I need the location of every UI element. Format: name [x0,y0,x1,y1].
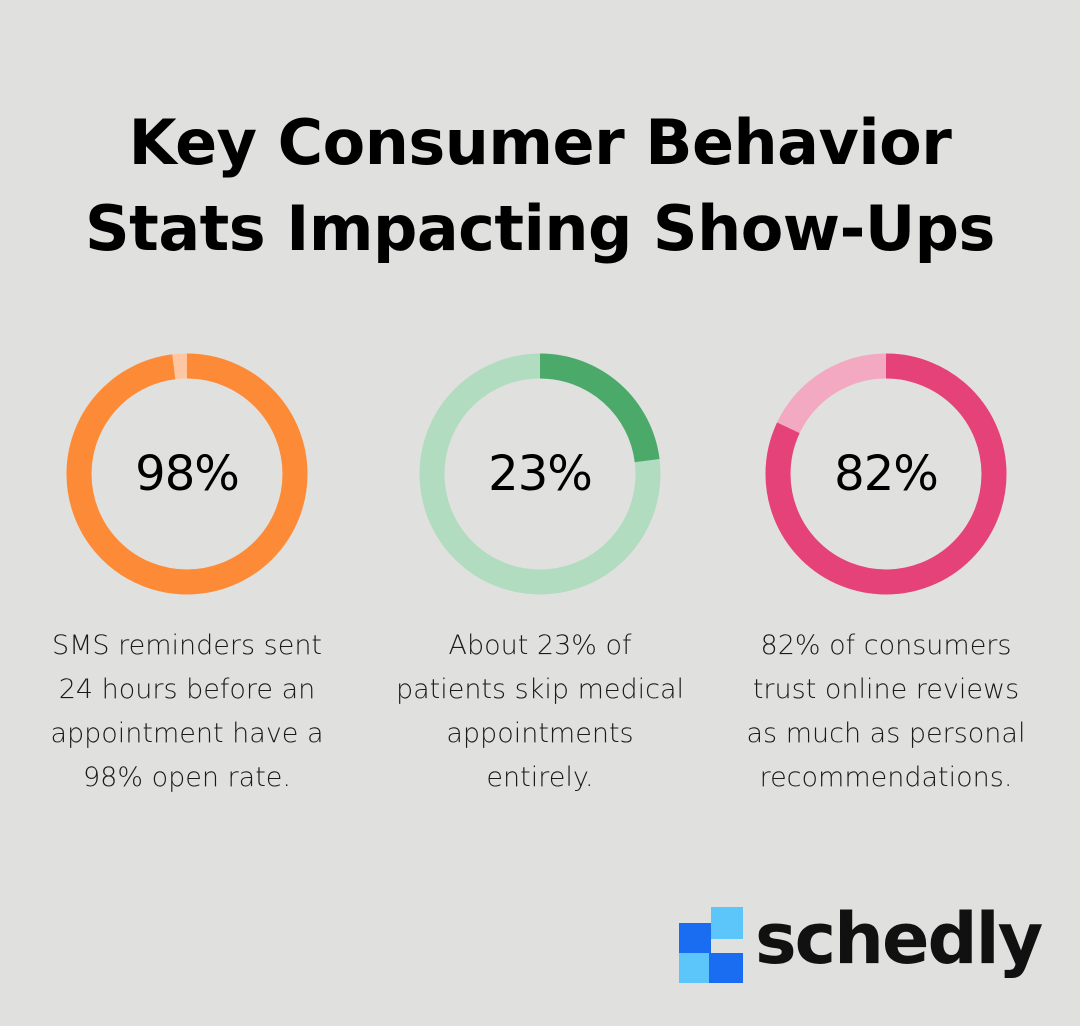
logo-square-light-bottom [679,953,709,983]
stat-description-2: About 23% of patients skip medical appoi… [370,624,710,800]
desc-line: SMS reminders sent [51,630,323,661]
logo-square-light-top [711,907,743,939]
stat-description-3: 82% of consumers trust online reviews as… [716,624,1056,800]
logo-mark-icon [679,907,743,983]
title-line-2: Stats Impacting Show-Ups [85,192,995,265]
donut-chart-3 [765,353,1007,595]
stat-card-2: 23% About 23% of patients skip medical a… [370,352,710,800]
stat-card-3: 82% 82% of consumers trust online review… [716,352,1056,800]
desc-line: About 23% of [448,630,632,661]
desc-line: 98% open rate. [83,762,291,793]
donut-value-arc-1 [66,353,308,595]
page-title: Key Consumer Behavior Stats Impacting Sh… [0,100,1080,272]
donut-value-arc-3 [765,353,1007,595]
stat-value-2: 23% [488,446,593,502]
desc-line: as much as personal [746,718,1026,749]
desc-line: entirely. [486,762,594,793]
desc-line: 24 hours before an [58,674,316,705]
title-line-1: Key Consumer Behavior [128,106,952,179]
desc-line: appointments [446,718,634,749]
stat-description-1: SMS reminders sent 24 hours before an ap… [17,624,357,800]
logo-wordmark: schedly [755,898,1043,980]
logo-square-dark-left [679,923,711,953]
donut-value-arc-2 [419,353,661,595]
logo-square-dark-bottom [709,953,743,983]
desc-line: appointment have a [50,718,324,749]
desc-line: 82% of consumers [760,630,1012,661]
desc-line: patients skip medical [395,674,685,705]
desc-line: recommendations. [759,762,1013,793]
stat-card-1: 98% SMS reminders sent 24 hours before a… [17,352,357,800]
donut-chart-2 [419,353,661,595]
donut-chart-1 [66,353,308,595]
desc-line: trust online reviews [752,674,1020,705]
stat-value-1: 98% [135,446,240,502]
stat-value-3: 82% [834,446,939,502]
